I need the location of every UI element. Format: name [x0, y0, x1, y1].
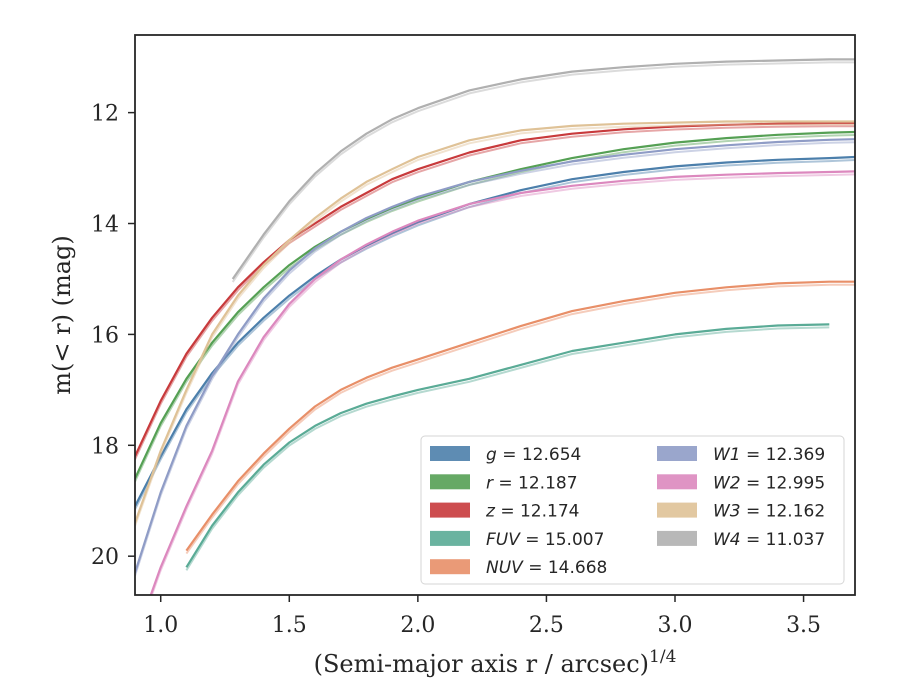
series-line-fuv: [185, 323, 830, 568]
legend-swatch-z: [430, 502, 470, 518]
legend-label-z: z = 12.174: [485, 502, 579, 522]
series-line-z: [135, 122, 855, 457]
x-axis-ticks: 1.0 1.5 2.0 2.5 3.0 3.5: [143, 595, 821, 638]
y-axis-label: m(< r) (mag): [48, 235, 76, 394]
legend-swatch-fuv: [430, 530, 470, 546]
x-tick-label: 1.0: [143, 613, 178, 638]
legend-label-fuv: FUV = 15.007: [486, 530, 604, 550]
legend-label-r: r = 12.187: [486, 473, 578, 493]
y-tick-label: 12: [91, 102, 119, 127]
legend-swatch-nuv: [430, 559, 470, 575]
x-axis-label-superscript: 1/4: [649, 647, 676, 667]
series-line-w4-shadow: [231, 61, 855, 283]
legend-swatch-w3: [657, 502, 697, 518]
series-layer: [135, 58, 855, 595]
legend-swatch-r: [430, 474, 470, 490]
series-line-w3-shadow: [135, 123, 855, 527]
y-tick-label: 16: [91, 323, 119, 348]
x-tick-label: 1.5: [272, 613, 307, 638]
legend-swatch-w2: [657, 474, 697, 490]
y-tick-label: 18: [91, 434, 119, 459]
legend-label-w1: W1 = 12.369: [713, 445, 825, 465]
series-line-r-shadow: [135, 134, 855, 483]
series-line-fuv-shadow: [185, 326, 830, 571]
legend-items: g = 12.654 r = 12.187 z = 12.174 FUV = 15.0…: [430, 445, 825, 578]
legend-swatch-g: [430, 446, 470, 461]
series-line-w1: [135, 138, 855, 574]
legend-label-w2: W2 = 12.995: [713, 473, 825, 493]
legend-label-nuv: NUV = 14.668: [486, 558, 607, 578]
legend-label-w3: W3 = 12.162: [713, 502, 825, 522]
series-line-w2: [149, 170, 855, 595]
series-line-nuv: [185, 280, 855, 552]
series-line-g-shadow: [135, 159, 855, 510]
x-axis-label-text: (Semi-major axis r / arcsec): [314, 650, 649, 678]
y-tick-label: 14: [91, 213, 119, 238]
legend-swatch-w4: [657, 530, 697, 546]
legend-frame: [420, 435, 845, 585]
y-tick-label: 20: [91, 545, 119, 570]
series-line-w1-shadow: [135, 141, 855, 577]
legend-swatch-w1: [657, 446, 697, 461]
plot-frame: [134, 34, 856, 596]
series-line-nuv-shadow: [185, 283, 855, 555]
x-axis-label: (Semi-major axis r / arcsec)1/4: [314, 647, 677, 678]
x-tick-label: 2.5: [529, 613, 564, 638]
legend-label-g: g = 12.654: [486, 445, 581, 465]
y-axis-ticks: 12 14 16 18 20: [91, 102, 135, 570]
legend-label-w4: W4 = 11.037: [713, 530, 825, 550]
legend: g = 12.654 r = 12.187 z = 12.174 FUV = 15.0…: [420, 435, 845, 585]
x-tick-label: 3.0: [658, 613, 693, 638]
series-line-z-shadow: [135, 125, 855, 460]
series-line-w3: [135, 120, 855, 524]
x-tick-label: 2.0: [400, 613, 435, 638]
x-tick-label: 3.5: [786, 613, 821, 638]
series-line-w4: [231, 58, 855, 280]
